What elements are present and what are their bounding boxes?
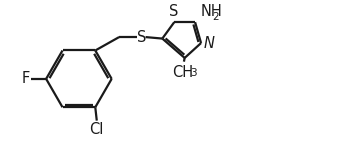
Text: NH: NH	[200, 4, 222, 19]
Text: Cl: Cl	[89, 122, 104, 137]
Text: S: S	[169, 4, 178, 19]
Text: N: N	[204, 36, 215, 51]
Text: 2: 2	[213, 12, 219, 22]
Text: 3: 3	[190, 68, 197, 78]
Text: F: F	[21, 71, 30, 86]
Text: S: S	[137, 30, 146, 45]
Text: CH: CH	[173, 65, 194, 80]
